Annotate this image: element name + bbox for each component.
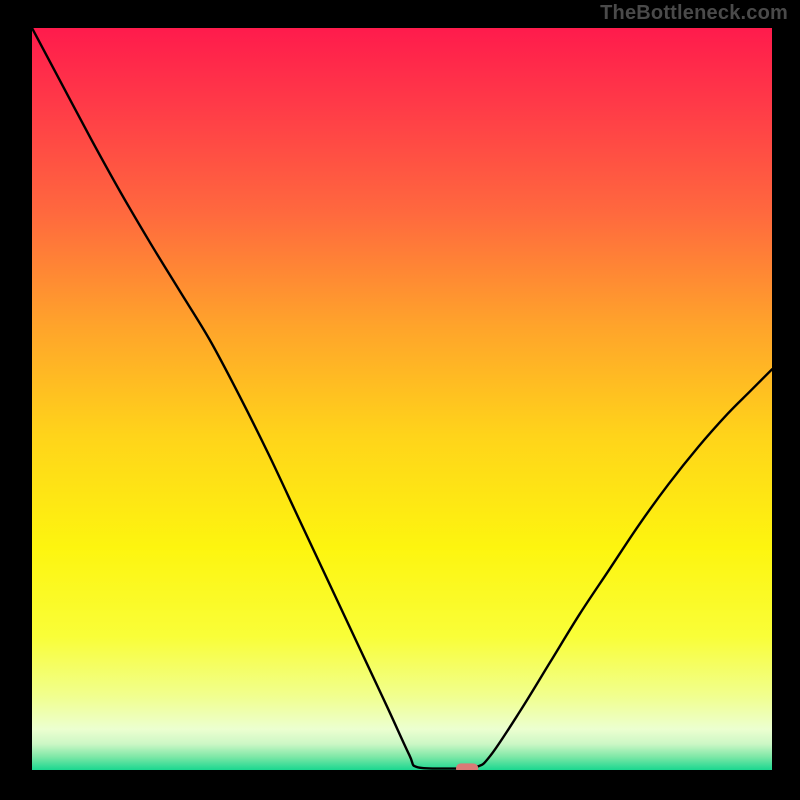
chart-background (32, 28, 772, 770)
chart-svg (32, 28, 772, 770)
chart-container: TheBottleneck.com (0, 0, 800, 800)
chart-plot-area (32, 28, 772, 770)
optimal-marker (456, 763, 478, 770)
watermark-text: TheBottleneck.com (600, 2, 788, 25)
